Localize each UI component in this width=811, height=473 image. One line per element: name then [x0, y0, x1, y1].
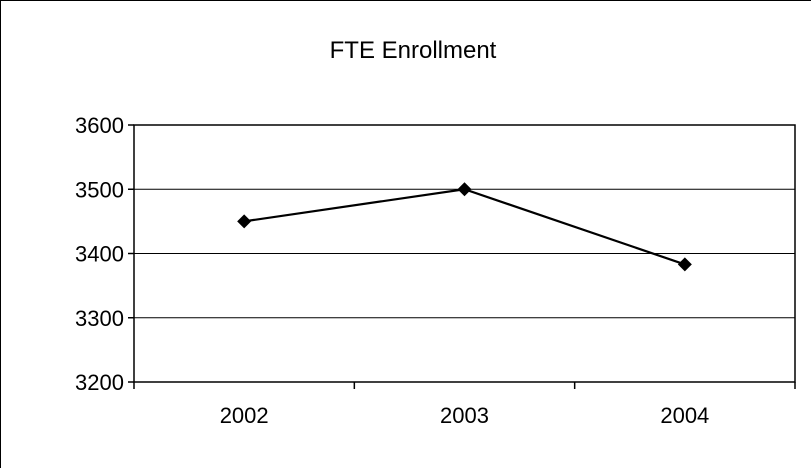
- x-tick-label-2002: 2002: [220, 403, 269, 428]
- y-axis-ticks: [128, 125, 134, 382]
- y-tick-label-3500: 3500: [75, 177, 124, 202]
- y-tick-label-3600: 3600: [75, 113, 124, 138]
- chart-title: FTE Enrollment: [330, 37, 497, 64]
- series-enrollment: [237, 182, 692, 271]
- x-axis-ticks: [134, 382, 795, 389]
- data-point-2002: [237, 214, 251, 228]
- x-axis-tick-labels: 2002 2003 2004: [220, 403, 710, 428]
- gridlines: [134, 189, 795, 318]
- data-point-2003: [458, 182, 472, 196]
- data-point-2004: [678, 257, 692, 271]
- x-tick-label-2003: 2003: [440, 403, 489, 428]
- y-tick-label-3300: 3300: [75, 306, 124, 331]
- x-tick-label-2004: 2004: [660, 403, 709, 428]
- y-axis-tick-labels: 3200 3300 3400 3500 3600: [75, 113, 124, 395]
- y-tick-label-3200: 3200: [75, 370, 124, 395]
- y-tick-label-3400: 3400: [75, 242, 124, 267]
